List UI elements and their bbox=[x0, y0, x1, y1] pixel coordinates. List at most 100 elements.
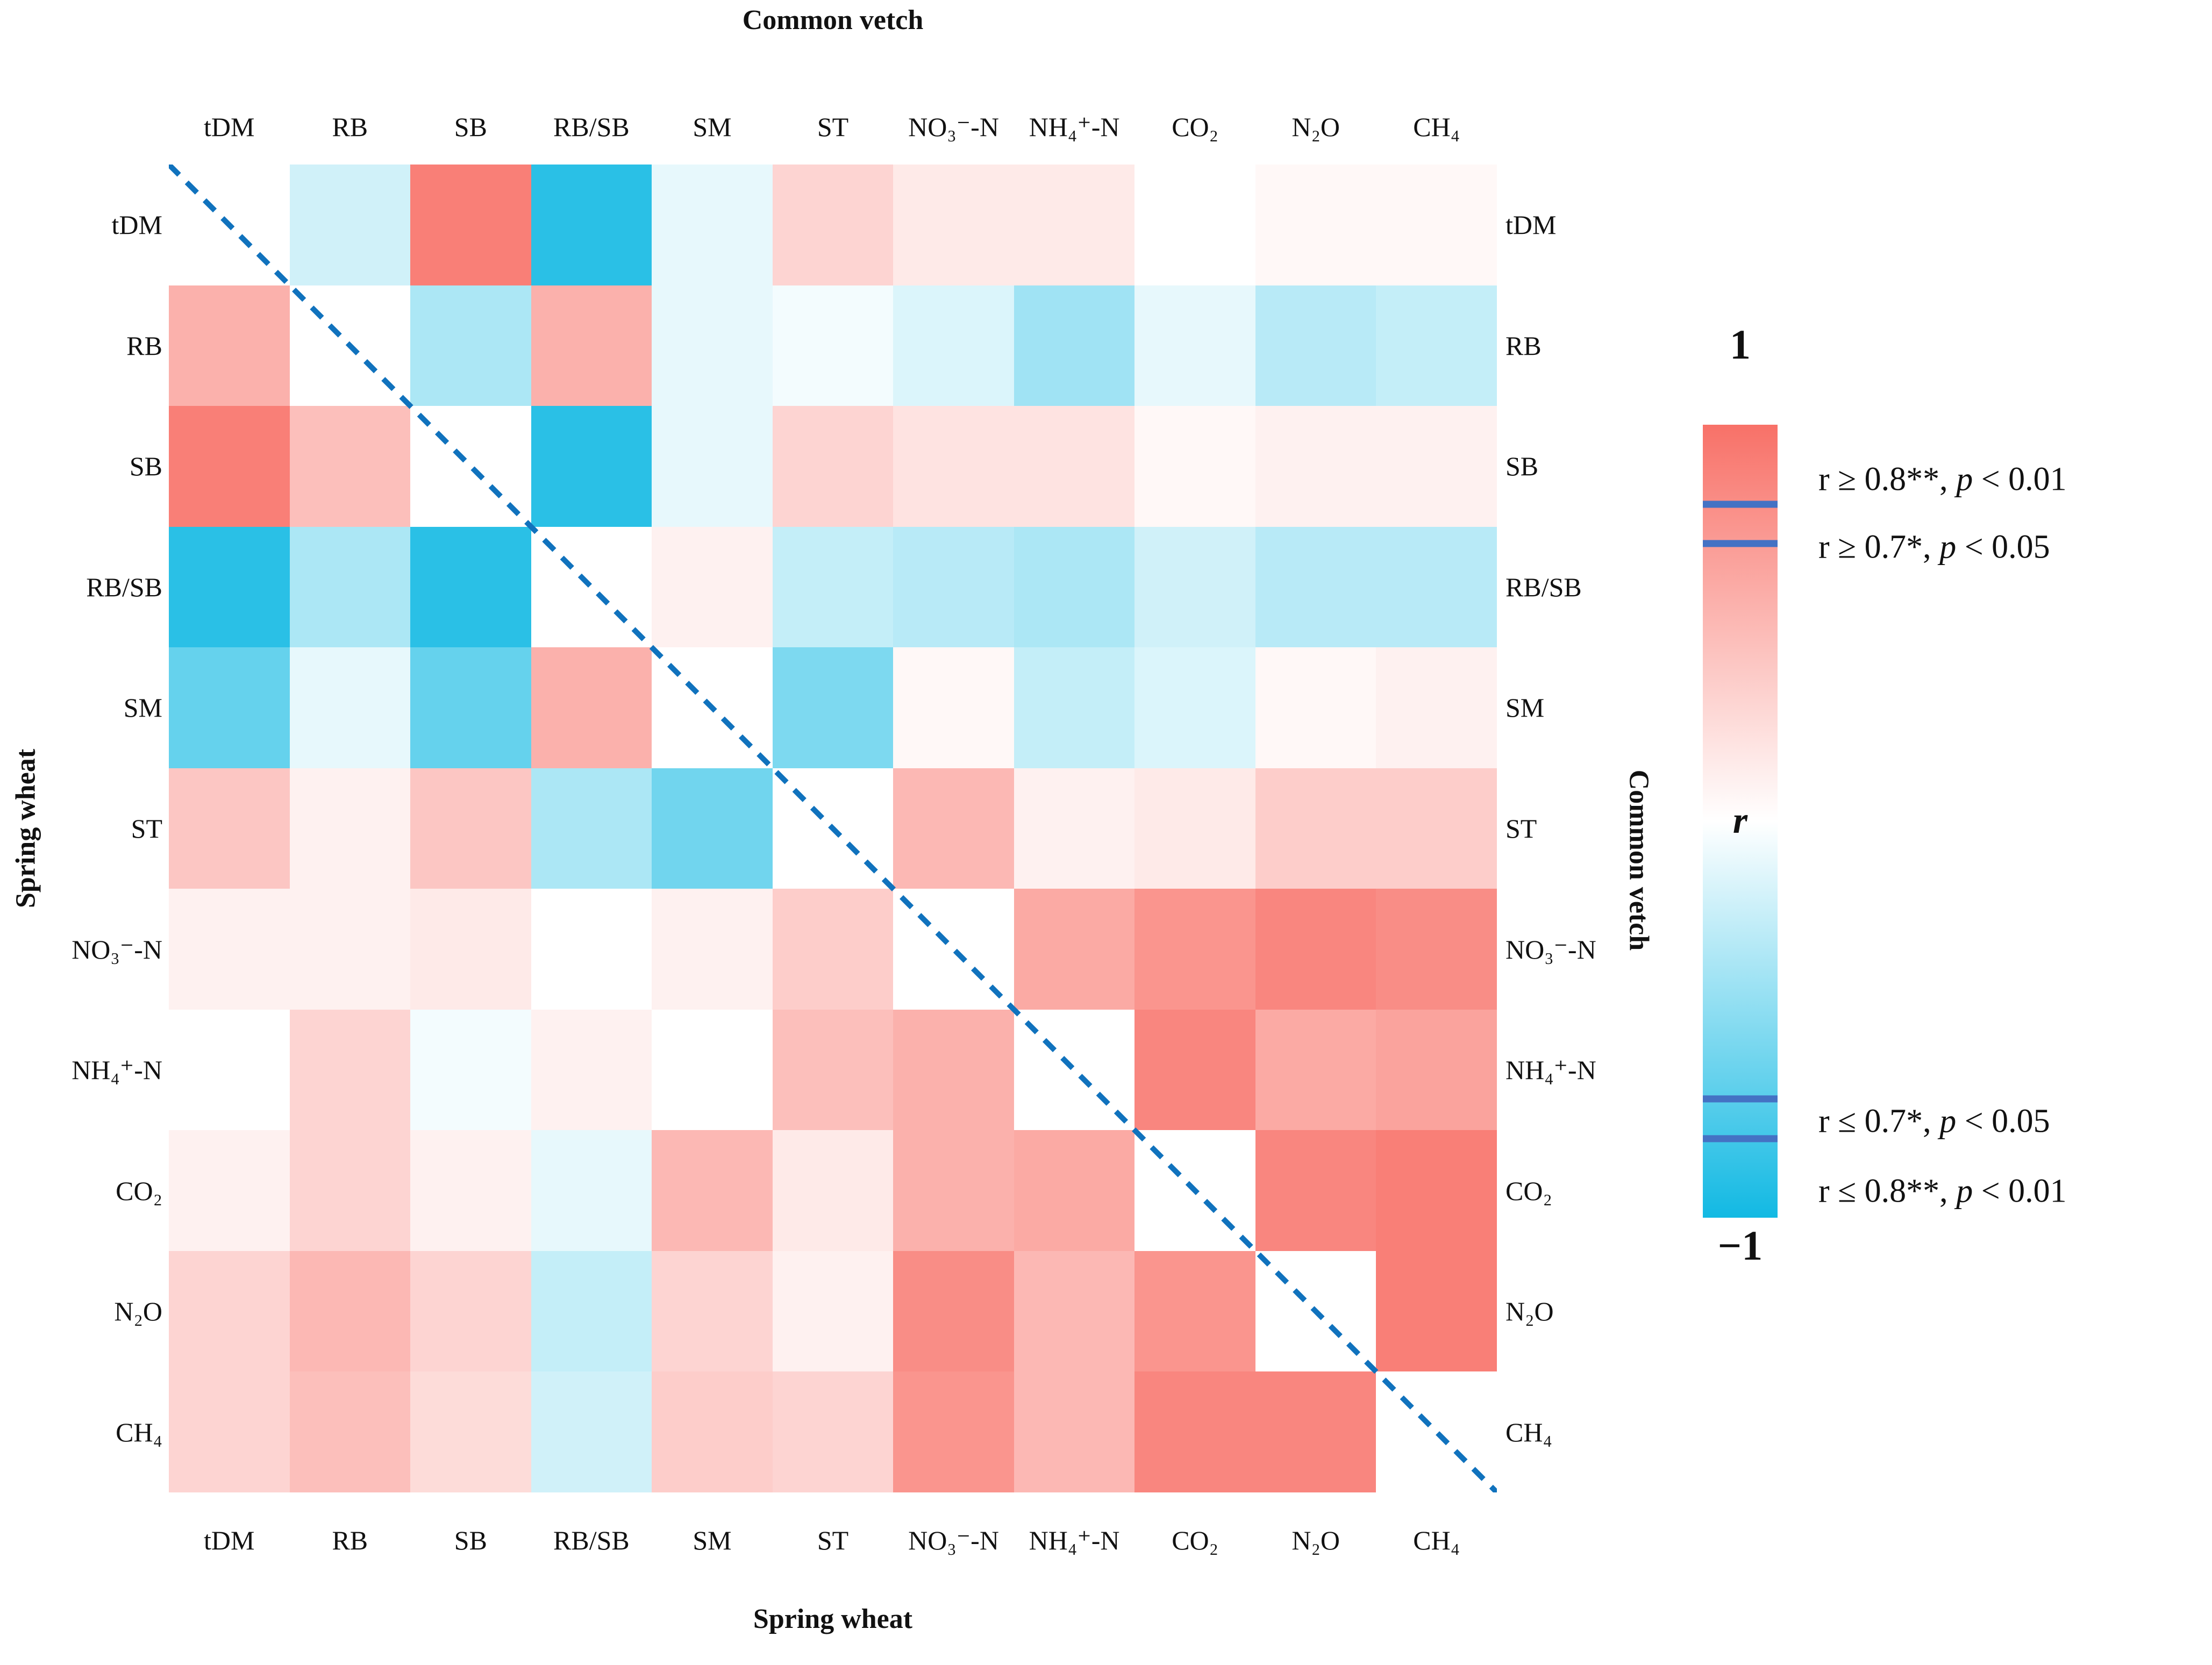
heatmap-cell bbox=[1134, 1371, 1255, 1492]
col-label-bottom: RB/SB bbox=[553, 1525, 630, 1555]
heatmap-cell bbox=[1014, 1371, 1135, 1492]
heatmap-cell bbox=[893, 647, 1014, 768]
heatmap-cell bbox=[772, 285, 894, 406]
heatmap-cell bbox=[1376, 285, 1497, 406]
col-label-top: CH₄ bbox=[1413, 112, 1460, 142]
heatmap-cell bbox=[772, 889, 894, 1010]
column-labels-bottom: tDM RB SB RB/SB SM ST NO₃⁻-N NH₄⁺-N CO₂ N₂O CH₄ bbox=[169, 1505, 1497, 1575]
heatmap-cell bbox=[652, 647, 773, 768]
col-label-bottom: CO₂ bbox=[1172, 1525, 1219, 1555]
heatmap-cell bbox=[1255, 1250, 1376, 1372]
col-label-bottom: SM bbox=[693, 1525, 732, 1555]
heatmap-cell bbox=[289, 889, 411, 1010]
heatmap-cell bbox=[289, 285, 411, 406]
col-label-top: ST bbox=[817, 112, 849, 142]
col-label-top: tDM bbox=[204, 112, 255, 142]
colorbar-threshold-line bbox=[1703, 1095, 1778, 1103]
heatmap-cell bbox=[531, 1130, 652, 1251]
col-label-top: RB bbox=[332, 112, 368, 142]
heatmap-cell bbox=[169, 1009, 290, 1131]
heatmap-cell bbox=[410, 1250, 531, 1372]
heatmap-cell bbox=[1134, 1130, 1255, 1251]
heatmap-cell bbox=[772, 406, 894, 527]
heatmap-cell bbox=[1255, 1371, 1376, 1492]
colorbar-min-label: −1 bbox=[1717, 1222, 1763, 1269]
heatmap-cell bbox=[652, 1250, 773, 1372]
heatmap-cell bbox=[772, 1250, 894, 1372]
heatmap-cell bbox=[1376, 647, 1497, 768]
heatmap-cell bbox=[169, 406, 290, 527]
heatmap-cell bbox=[1376, 1009, 1497, 1131]
row-label-right: SB bbox=[1505, 451, 1539, 482]
heatmap-cell bbox=[289, 165, 411, 285]
heatmap-cell bbox=[289, 526, 411, 648]
heatmap-cell bbox=[772, 526, 894, 648]
heatmap-cell bbox=[531, 1250, 652, 1372]
heatmap-cell bbox=[531, 647, 652, 768]
heatmap-cell bbox=[169, 889, 290, 1010]
heatmap-cell bbox=[1376, 889, 1497, 1010]
col-label-top: SB bbox=[454, 112, 487, 142]
heatmap-cell bbox=[169, 647, 290, 768]
row-label-left: tDM bbox=[111, 210, 162, 240]
heatmap-cell bbox=[1376, 1371, 1497, 1492]
row-label-left: RB/SB bbox=[86, 571, 162, 602]
heatmap-cell bbox=[1376, 1250, 1497, 1372]
row-label-left: SM bbox=[123, 692, 162, 723]
col-label-top: N₂O bbox=[1291, 112, 1340, 142]
row-label-right: RB bbox=[1505, 330, 1542, 361]
heatmap-cell bbox=[652, 889, 773, 1010]
heatmap-cell bbox=[1255, 165, 1376, 285]
col-label-top: CO₂ bbox=[1172, 112, 1219, 142]
row-label-left: N₂O bbox=[114, 1296, 162, 1327]
heatmap-cell bbox=[1014, 406, 1135, 527]
heatmap-cell bbox=[289, 1371, 411, 1492]
row-label-right: tDM bbox=[1505, 210, 1557, 240]
heatmap-cell bbox=[1255, 285, 1376, 406]
colorbar bbox=[1703, 425, 1778, 1218]
col-label-top: RB/SB bbox=[553, 112, 630, 142]
heatmap-cell bbox=[893, 1371, 1014, 1492]
heatmap-cell bbox=[652, 165, 773, 285]
heatmap-cell bbox=[652, 1130, 773, 1251]
col-label-bottom: SB bbox=[454, 1525, 487, 1555]
heatmap-cell bbox=[410, 165, 531, 285]
bottom-axis-title: Spring wheat bbox=[753, 1604, 913, 1634]
heatmap-cell bbox=[772, 1371, 894, 1492]
heatmap-cell bbox=[1255, 1009, 1376, 1131]
heatmap-cell bbox=[410, 285, 531, 406]
heatmap-cell bbox=[1014, 647, 1135, 768]
heatmap-cell bbox=[1014, 1250, 1135, 1372]
row-label-right: SM bbox=[1505, 692, 1545, 723]
heatmap-cell bbox=[410, 1009, 531, 1131]
heatmap-cell bbox=[169, 1130, 290, 1251]
row-label-right: NO₃⁻-N bbox=[1505, 934, 1596, 964]
heatmap-cell bbox=[652, 526, 773, 648]
heatmap-cell bbox=[169, 285, 290, 406]
heatmap-cell bbox=[531, 285, 652, 406]
heatmap-cell bbox=[893, 1130, 1014, 1251]
heatmap-cell bbox=[531, 406, 652, 527]
row-label-right: RB/SB bbox=[1505, 571, 1582, 602]
heatmap-cell bbox=[1255, 889, 1376, 1010]
heatmap-cell bbox=[410, 406, 531, 527]
row-label-left: ST bbox=[131, 813, 162, 844]
row-label-left: SB bbox=[129, 451, 162, 482]
colorbar-threshold-line bbox=[1703, 540, 1778, 547]
heatmap-cell bbox=[1014, 1009, 1135, 1131]
heatmap-cell bbox=[1376, 406, 1497, 527]
heatmap-cell bbox=[893, 165, 1014, 285]
row-label-left: NH₄⁺-N bbox=[72, 1055, 162, 1085]
heatmap-cell bbox=[531, 1009, 652, 1131]
col-label-bottom: NH₄⁺-N bbox=[1029, 1525, 1120, 1555]
heatmap-cell bbox=[772, 165, 894, 285]
heatmap-cell bbox=[410, 1130, 531, 1251]
heatmap-cell bbox=[1134, 165, 1255, 285]
heatmap-cell bbox=[772, 768, 894, 889]
row-label-left: RB bbox=[126, 330, 162, 361]
heatmap-cell bbox=[410, 768, 531, 889]
heatmap-cell bbox=[893, 406, 1014, 527]
heatmap-cell bbox=[531, 768, 652, 889]
heatmap-cell bbox=[1014, 526, 1135, 648]
